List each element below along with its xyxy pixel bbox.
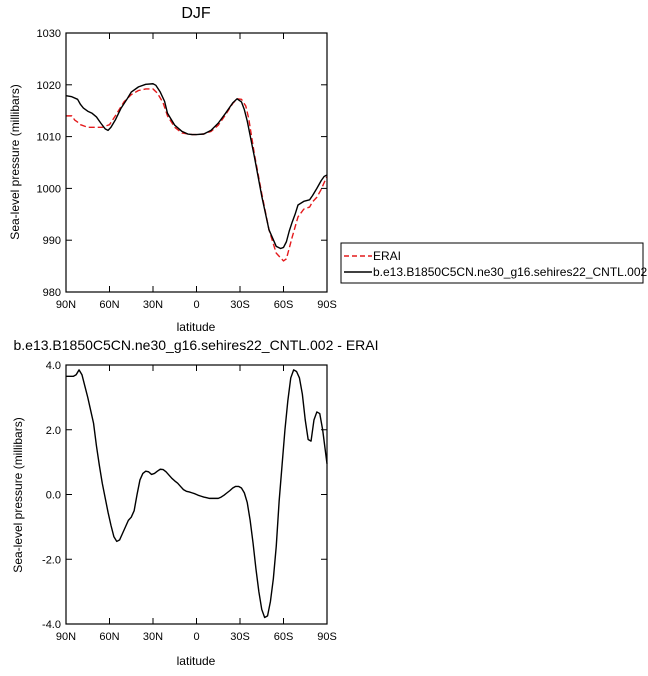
bottom-ylabel: Sea-level pressure (millibars) <box>11 417 25 572</box>
bottom-xtick-label: 0 <box>193 631 199 643</box>
top-plot-area: 980 990 1000 1010 1020 1030 90N 60N 30N 0 30S 60S 90… <box>37 28 337 311</box>
bottom-xtick-label: 60S <box>274 631 294 643</box>
bottom-plot-area: -4.0 -2.0 0.0 2.0 4.0 90N 60N 30N 0 30S 60S 90S <box>42 360 337 643</box>
top-ytick-label: 1030 <box>37 28 61 40</box>
bottom-xlabel: latitude <box>177 654 216 668</box>
top-series-line-1 <box>65 83 328 250</box>
top-ytick-label: 990 <box>43 235 61 247</box>
bottom-xtick-label: 60N <box>99 631 119 643</box>
legend-label-model: b.e13.B1850C5CN.ne30_g16.sehires22_CNTL.… <box>373 265 648 279</box>
bottom-title: b.e13.B1850C5CN.ne30_g16.sehires22_CNTL.… <box>13 337 378 353</box>
top-xtick-label: 90S <box>317 299 337 311</box>
top-xlabel: latitude <box>177 320 216 334</box>
bottom-ytick-label: -2.0 <box>42 554 61 566</box>
top-plot-frame <box>65 32 328 293</box>
bottom-ytick-label: 4.0 <box>46 360 61 372</box>
legend-box <box>340 242 644 284</box>
top-xtick-label: 30N <box>143 299 163 311</box>
bottom-ytick-label: -4.0 <box>42 619 61 631</box>
bottom-plot-frame <box>65 364 328 625</box>
bottom-ytick-label: 0.0 <box>46 490 61 502</box>
top-xtick-label: 90N <box>56 299 76 311</box>
top-xtick-label: 60S <box>274 299 294 311</box>
legend-label-erai: ERAI <box>373 249 401 263</box>
legend: ERAI b.e13.B1850C5CN.ne30_g16.sehires22_… <box>340 242 648 284</box>
top-xtick-label: 30S <box>230 299 250 311</box>
top-ytick-label: 1010 <box>37 132 61 144</box>
top-xtick-label: 60N <box>99 299 119 311</box>
top-ytick-label: 1020 <box>37 80 61 92</box>
top-series-line-0 <box>66 88 328 262</box>
top-title: DJF <box>181 5 211 22</box>
top-ytick-label: 980 <box>43 287 61 299</box>
bottom-xtick-label: 90N <box>56 631 76 643</box>
bottom-ytick-label: 2.0 <box>46 425 61 437</box>
bottom-xtick-label: 90S <box>317 631 337 643</box>
top-xtick-label: 0 <box>193 299 199 311</box>
bottom-xtick-label: 30S <box>230 631 250 643</box>
bottom-xtick-label: 30N <box>143 631 163 643</box>
top-ytick-label: 1000 <box>37 183 61 195</box>
bottom-series-line-0 <box>66 369 328 619</box>
top-ylabel: Sea-level pressure (millibars) <box>8 84 22 239</box>
